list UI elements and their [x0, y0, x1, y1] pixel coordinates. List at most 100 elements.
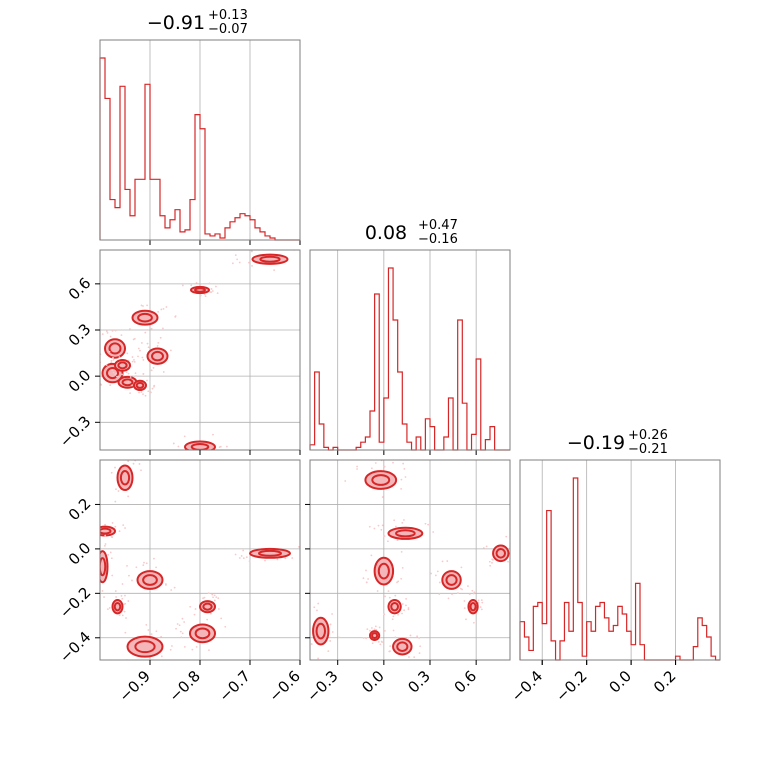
hist-panel-1 [309, 250, 510, 455]
sample-dot-0-1-6 [108, 350, 111, 353]
contour-outer-2-3 [387, 599, 402, 615]
sample-dot-1-4-4 [142, 564, 145, 567]
scatter-frame-1-2 [309, 459, 511, 661]
y-tick-label-1-3: 0.6 [65, 274, 95, 304]
sample-dot-0-0-12 [132, 338, 135, 341]
contour-inner-2-0 [371, 474, 391, 486]
sample-dot-2-2-3 [387, 540, 389, 543]
sample-dot-2-3-12 [405, 604, 407, 607]
sample-dot-2-6-9 [457, 592, 459, 594]
blob-group-0 [100, 250, 296, 459]
sample-dot-0-5-0 [162, 327, 164, 330]
sample-dot-2-6-12 [430, 572, 433, 575]
sample-dot-2-6-8 [441, 560, 444, 563]
sample-dot-2-0-5 [403, 467, 406, 470]
sample-dot-2-4-0 [378, 626, 381, 629]
histogram-0 [99, 57, 300, 241]
sample-dot-1-0-6 [138, 463, 141, 465]
sample-dot-2-3-10 [401, 603, 404, 605]
sample-dot-2-9-0 [317, 657, 320, 660]
sample-dot-2-9-4 [316, 609, 318, 612]
sample-dot-1-2-8 [104, 543, 107, 545]
sample-dot-0-4-11 [135, 375, 137, 377]
sample-dot-1-7-11 [224, 625, 227, 628]
sample-dot-0-2-7 [105, 364, 108, 366]
sample-dot-1-1-5 [94, 534, 96, 536]
sample-dot-0-2-0 [111, 369, 114, 372]
sample-dot-2-9-9 [337, 636, 340, 639]
contour-outer-2-7 [467, 599, 479, 615]
sample-dot-2-2-12 [362, 577, 365, 580]
sample-dot-0-8-8 [209, 453, 211, 455]
sample-dot-1-2-4 [111, 574, 114, 577]
contour-outer-2-8 [492, 544, 510, 563]
sample-dot-1-8-3 [298, 545, 300, 548]
sample-dot-1-7-13 [178, 624, 181, 627]
sample-dot-1-3-13 [108, 607, 111, 609]
sample-dot-1-1-9 [110, 535, 113, 538]
sample-dot-0-8-13 [218, 446, 221, 449]
sample-dot-0-5-10 [142, 305, 144, 307]
sample-dot-2-5-11 [418, 637, 421, 639]
sample-dot-2-6-11 [436, 570, 439, 573]
sample-dot-2-8-0 [482, 547, 485, 549]
sample-dot-0-2-8 [133, 360, 136, 363]
hist-frame-1 [309, 249, 511, 451]
sample-dot-2-1-9 [383, 535, 386, 537]
sample-dot-1-3-2 [114, 590, 117, 592]
contour-inner-2-7 [469, 602, 477, 612]
sample-dot-1-2-6 [101, 590, 104, 592]
sample-dot-2-5-3 [419, 645, 422, 648]
sample-dot-2-1-8 [381, 524, 384, 527]
sample-dot-1-7-6 [179, 630, 182, 633]
sample-dot-2-4-4 [371, 642, 374, 645]
sample-dot-1-5-9 [124, 631, 127, 634]
sample-dot-1-0-13 [114, 466, 116, 469]
sample-dot-2-3-0 [383, 613, 386, 616]
contour-outer-2-4 [369, 630, 381, 641]
contour-inner-0-5 [137, 312, 153, 323]
sample-dot-1-5-8 [171, 645, 173, 647]
sample-dot-2-9-7 [331, 631, 334, 633]
sample-dot-2-0-13 [392, 461, 394, 464]
contour-outer-2-5 [392, 637, 413, 656]
sample-dot-1-8-7 [234, 553, 237, 556]
sample-dot-0-5-6 [160, 308, 163, 311]
sample-dot-0-6-12 [162, 371, 165, 373]
contour-fill-2-6 [442, 571, 461, 589]
sample-dot-2-4-7 [384, 630, 386, 632]
sample-dot-1-6-5 [207, 592, 210, 595]
sample-dot-1-5-11 [145, 623, 148, 626]
sample-dot-1-4-2 [121, 583, 124, 585]
sample-dot-0-6-1 [169, 349, 172, 352]
title-value-1: 0.08 [365, 222, 407, 244]
sample-dot-2-7-3 [480, 599, 483, 601]
sample-dot-2-3-1 [403, 609, 406, 612]
contour-inner-2-4 [371, 632, 379, 639]
contour-outer-1-8 [249, 547, 291, 559]
sample-dot-0-6-10 [156, 345, 159, 347]
sample-dot-1-0-7 [114, 457, 116, 459]
sample-dot-2-6-5 [438, 593, 441, 595]
sample-dot-2-7-1 [471, 589, 474, 592]
histogram-1 [309, 267, 510, 451]
contour-outer-1-2 [100, 550, 109, 584]
sample-dot-2-7-9 [479, 606, 482, 608]
hist-frame-2 [519, 459, 721, 661]
sample-dot-2-1-10 [427, 523, 430, 526]
sample-dot-1-8-4 [242, 557, 245, 560]
sample-dot-0-5-5 [144, 331, 147, 334]
sample-dot-2-5-5 [389, 645, 392, 648]
sample-dot-2-1-3 [377, 524, 380, 527]
sample-dot-0-8-9 [195, 457, 197, 459]
contour-fill-1-6 [200, 601, 215, 613]
sample-dot-2-1-4 [394, 525, 397, 528]
sample-dot-1-2-12 [103, 544, 106, 547]
contour-outer-0-0 [104, 338, 126, 359]
sample-dot-0-7-10 [181, 284, 184, 287]
sample-dot-0-2-9 [118, 356, 121, 358]
contour-fill-2-3 [388, 600, 401, 614]
sample-dot-1-4-8 [155, 566, 157, 569]
contour-inner-2-9 [315, 622, 326, 640]
